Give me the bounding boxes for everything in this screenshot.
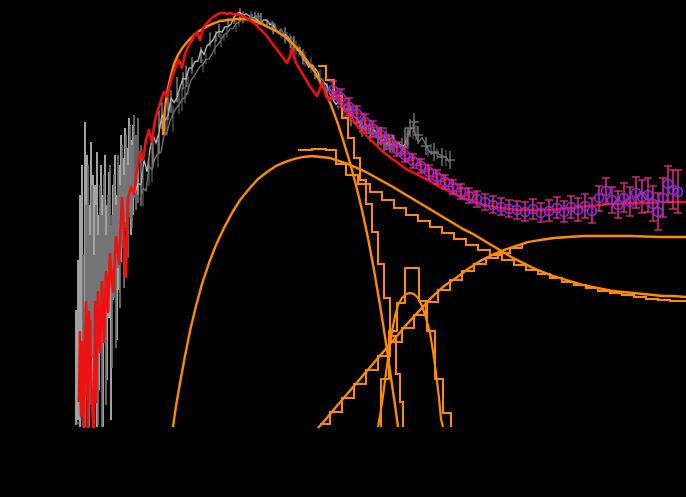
plot-layers [75,8,686,429]
